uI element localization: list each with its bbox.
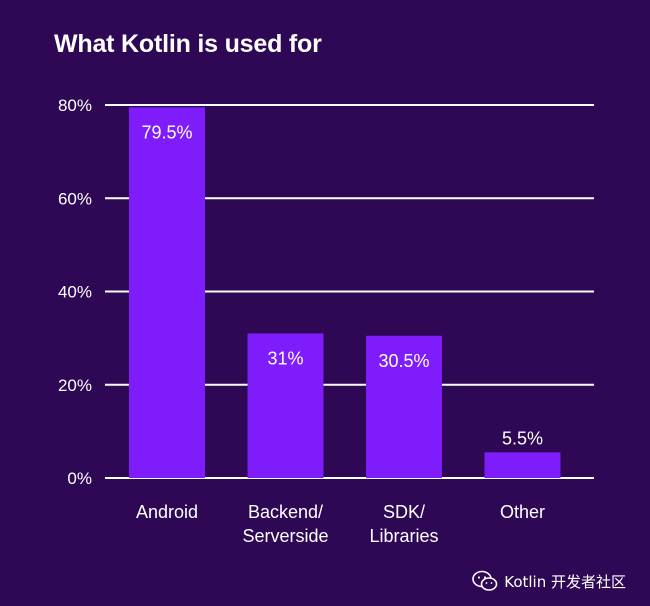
watermark-text: Kotlin 开发者社区 — [504, 572, 626, 591]
x-category-label: Backend/ — [248, 502, 323, 522]
x-category-label: Other — [500, 502, 545, 522]
y-tick-label: 20% — [58, 376, 92, 395]
data-labels: 79.5% 31% 30.5% 5.5% — [141, 122, 543, 448]
y-tick-label: 60% — [58, 189, 92, 208]
wechat-icon — [472, 570, 498, 591]
y-axis-ticks: 0% 20% 40% 60% 80% — [58, 96, 92, 488]
bar — [129, 107, 205, 479]
x-category-label: Serverside — [242, 526, 328, 546]
watermark: Kotlin 开发者社区 — [472, 570, 626, 592]
y-tick-label: 80% — [58, 96, 92, 115]
x-category-label: Android — [136, 502, 198, 522]
data-label: 30.5% — [378, 351, 429, 371]
bar — [484, 452, 561, 478]
bar — [247, 333, 324, 478]
x-category-label: SDK/ — [383, 502, 425, 522]
bar — [366, 335, 442, 478]
chart-title: What Kotlin is used for — [54, 30, 322, 58]
x-category-label: Libraries — [369, 526, 438, 546]
data-label: 79.5% — [141, 122, 192, 142]
data-label: 31% — [267, 348, 303, 368]
x-axis-labels: Android Backend/Serverside SDK/Libraries Ot… — [136, 502, 545, 546]
bars — [129, 107, 561, 479]
data-label: 5.5% — [502, 428, 543, 448]
y-tick-label: 40% — [58, 283, 92, 302]
y-tick-label: 0% — [67, 469, 92, 488]
